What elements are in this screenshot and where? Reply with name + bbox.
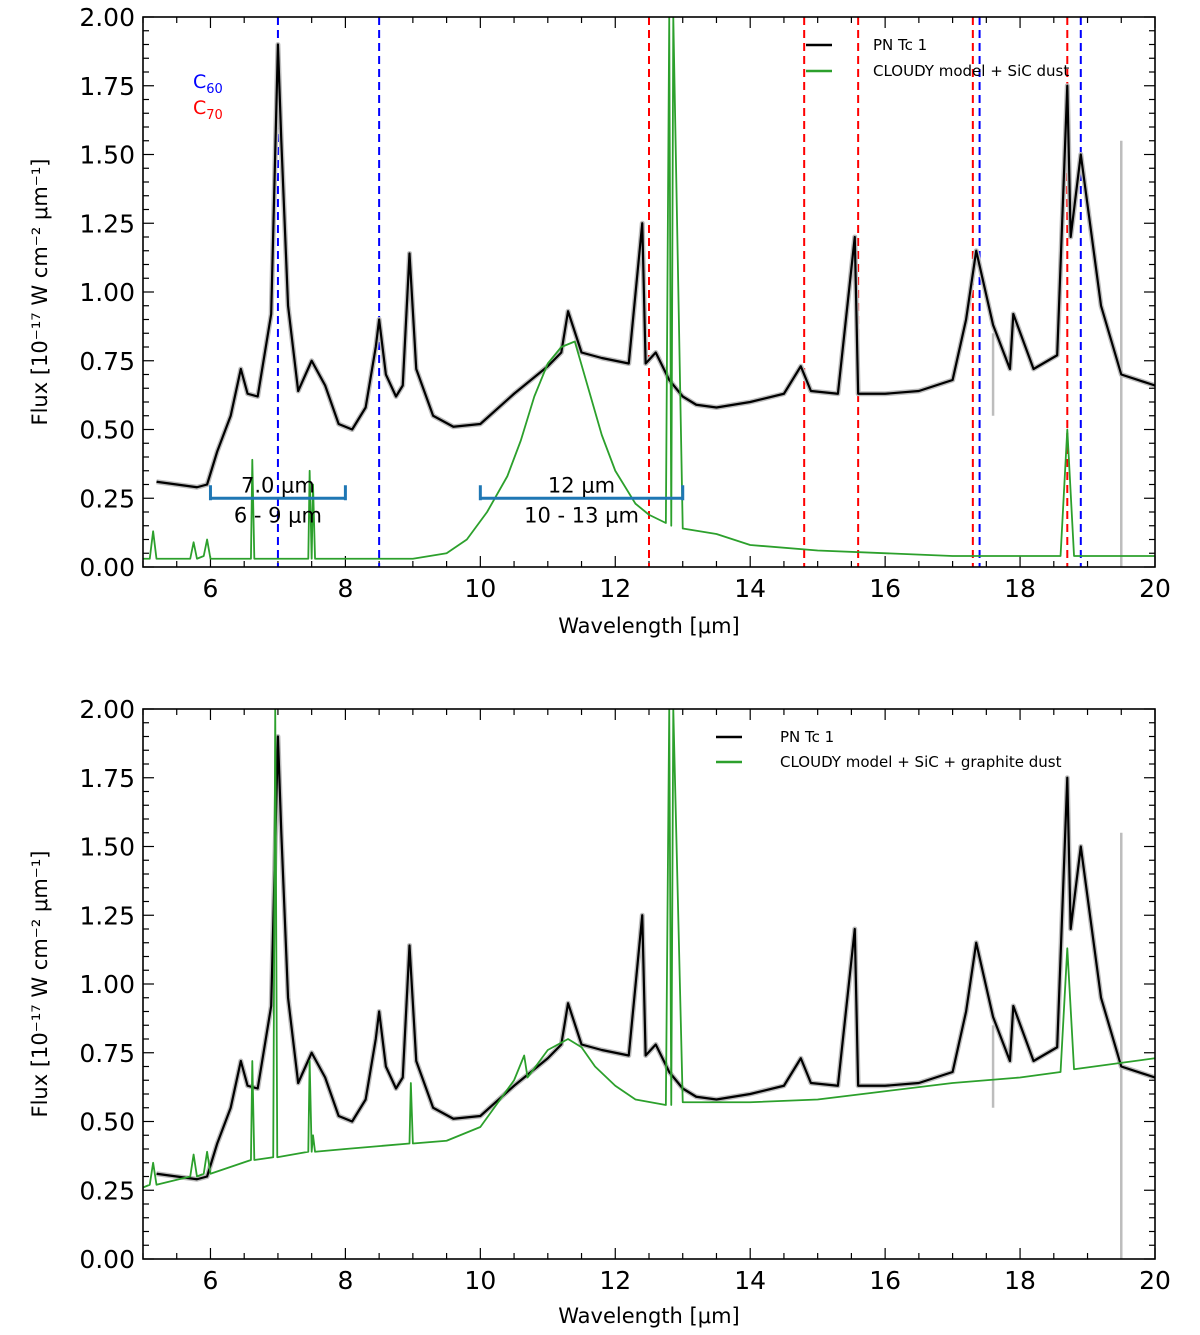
y-tick-label: 1.25: [79, 901, 135, 930]
legend-bottom: PN Tc 1 CLOUDY model + SiC + graphite du…: [716, 728, 1062, 771]
axis-ticks-bottom: [142, 708, 1156, 1260]
series-line-observed: [156, 735, 1155, 1181]
y-tick-label: 0.75: [79, 1039, 135, 1068]
series-group-top: [143, 17, 1155, 567]
observed-error-band: [156, 42, 1155, 490]
fullerene-lines-top: [276, 17, 1082, 567]
x-axis-label-top: Wavelength [μm]: [558, 614, 739, 638]
plot-frame-bottom: [142, 708, 1156, 1260]
bracket-lower-label: 10 - 13 μm: [524, 503, 639, 527]
series-line-observed: [156, 43, 1155, 489]
y-tick-label: 1.50: [79, 833, 135, 862]
x-tick-label: 20: [1139, 1266, 1171, 1295]
x-tick-label: 10: [464, 574, 496, 603]
y-tick-label: 0.50: [79, 1108, 135, 1137]
c60-label: C60: [193, 71, 223, 97]
y-tick-label: 0.25: [79, 1176, 135, 1205]
x-tick-label: 20: [1139, 574, 1171, 603]
x-tick-label: 12: [599, 574, 631, 603]
y-tick-label: 0.00: [79, 553, 135, 582]
x-tick-labels-bottom: 6 8 10 12 14 16 18 20: [203, 1266, 1171, 1295]
observed-error-band: [156, 734, 1155, 1182]
bracket-upper-label: 7.0 μm: [241, 473, 315, 497]
plot-frame-top: [142, 16, 1156, 568]
y-tick-label: 0.25: [79, 484, 135, 513]
x-tick-label: 18: [1004, 1266, 1036, 1295]
y-axis-label-top: Flux [10⁻¹⁷ W cm⁻² μm⁻¹]: [28, 159, 52, 426]
y-tick-label: 0.00: [79, 1245, 135, 1274]
y-tick-label: 1.25: [79, 209, 135, 238]
y-tick-label: 1.75: [79, 72, 135, 101]
x-tick-label: 18: [1004, 574, 1036, 603]
x-tick-label: 14: [734, 574, 766, 603]
x-tick-label: 6: [203, 574, 219, 603]
series-line-model: [143, 17, 1155, 560]
y-tick-label: 0.75: [79, 347, 135, 376]
chart-panel-bottom: 6 8 10 12 14 16 18 20 0.00 0.25 0.50 0.75 1.00 1.25 1…: [28, 695, 1171, 1328]
c70-label: C70: [193, 97, 223, 123]
bracket-upper-label: 12 μm: [548, 473, 615, 497]
y-tick-labels-bottom: 0.00 0.25 0.50 0.75 1.00 1.25 1.50 1.75 2.00: [79, 695, 135, 1274]
x-tick-label: 12: [599, 1266, 631, 1295]
y-axis-label-bottom: Flux [10⁻¹⁷ W cm⁻² μm⁻¹]: [28, 851, 52, 1118]
y-tick-label: 0.50: [79, 416, 135, 445]
legend-label-observed-top: PN Tc 1: [873, 36, 927, 54]
y-tick-label: 1.75: [79, 764, 135, 793]
x-axis-label-bottom: Wavelength [μm]: [558, 1304, 739, 1328]
y-tick-label: 2.00: [79, 695, 135, 724]
y-tick-label: 1.00: [79, 970, 135, 999]
feature-brackets: 7.0 μm 6 - 9 μm 12 μm 10 - 13 μm: [208, 473, 685, 527]
series-line-model: [143, 709, 1155, 1189]
x-tick-labels-top: 6 8 10 12 14 16 18 20: [203, 574, 1171, 603]
x-tick-label: 6: [203, 1266, 219, 1295]
x-tick-label: 16: [869, 574, 901, 603]
x-tick-label: 14: [734, 1266, 766, 1295]
legend-label-observed-bottom: PN Tc 1: [780, 728, 834, 746]
y-tick-label: 1.00: [79, 278, 135, 307]
bracket-lower-label: 6 - 9 μm: [234, 503, 322, 527]
x-tick-label: 10: [464, 1266, 496, 1295]
y-tick-label: 1.50: [79, 141, 135, 170]
y-tick-labels-top: 0.00 0.25 0.50 0.75 1.00 1.25 1.50 1.75 2.00: [79, 3, 135, 582]
legend-top: PN Tc 1 CLOUDY model + SiC dust: [806, 36, 1069, 80]
legend-label-model-bottom: CLOUDY model + SiC + graphite dust: [780, 753, 1062, 771]
chart-panel-top: 6 8 10 12 14 16 18 20 0.00 0.25 0.50 0.75 1.00 1.25 1…: [28, 3, 1171, 638]
legend-label-model-top: CLOUDY model + SiC dust: [873, 62, 1069, 80]
x-tick-label: 16: [869, 1266, 901, 1295]
series-group-bottom: [143, 709, 1155, 1259]
x-tick-label: 8: [337, 1266, 353, 1295]
y-tick-label: 2.00: [79, 3, 135, 32]
x-tick-label: 8: [337, 574, 353, 603]
